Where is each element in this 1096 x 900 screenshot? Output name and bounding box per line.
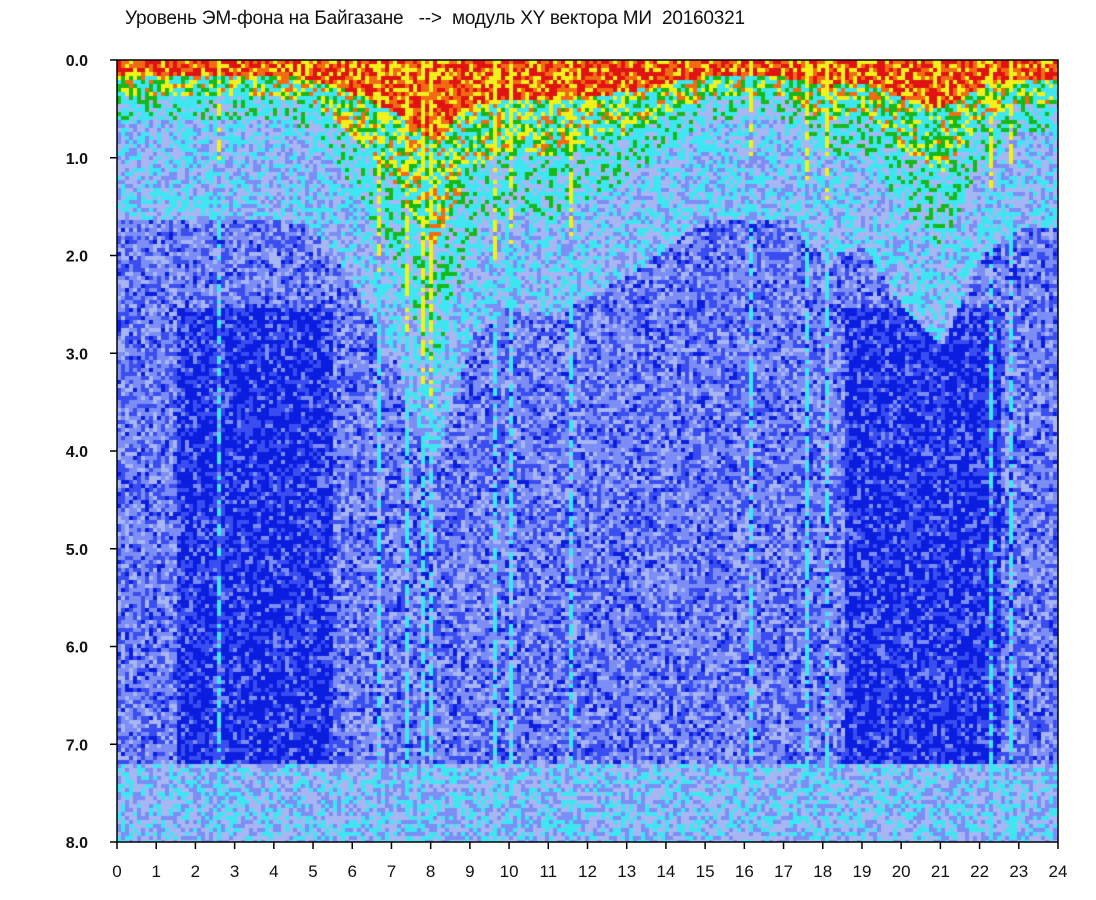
x-tick-label: 10	[500, 862, 519, 881]
y-tick-label: 5.0	[66, 542, 88, 559]
x-axis: 0 1 2 3 4 5 6 7 8 9 10 11 12 13 14 15 16 17 18 19 20 21 22 23 24	[112, 842, 1067, 881]
x-tick-label: 1	[151, 862, 160, 881]
x-tick-label: 3	[230, 862, 239, 881]
x-tick-label: 18	[813, 862, 832, 881]
x-tick-label: 13	[617, 862, 636, 881]
x-tick-label: 8	[426, 862, 435, 881]
y-tick-label: 8.0	[66, 835, 88, 852]
heatmap-image	[117, 60, 1058, 842]
x-tick-label: 24	[1049, 862, 1068, 881]
x-tick-label: 2	[191, 862, 200, 881]
chart-title: Уровень ЭМ-фона на Байгазане --> модуль …	[125, 8, 745, 29]
x-tick-label: 19	[852, 862, 871, 881]
x-tick-label: 16	[735, 862, 754, 881]
y-axis: 0.0 1.0 2.0 3.0 4.0 5.0 6.0 7.0 8.0	[66, 53, 117, 852]
y-tick-label: 1.0	[66, 151, 88, 168]
x-tick-label: 4	[269, 862, 278, 881]
x-tick-label: 11	[539, 862, 557, 881]
x-tick-label: 20	[892, 862, 911, 881]
x-tick-label: 21	[931, 862, 950, 881]
x-tick-label: 6	[348, 862, 357, 881]
x-tick-label: 5	[308, 862, 317, 881]
x-tick-label: 7	[387, 862, 396, 881]
x-tick-label: 14	[656, 862, 675, 881]
x-tick-label: 9	[465, 862, 474, 881]
x-tick-label: 0	[112, 862, 121, 881]
y-tick-label: 6.0	[66, 640, 88, 657]
heatmap-cells	[117, 60, 1058, 842]
y-tick-label: 4.0	[66, 444, 88, 461]
x-tick-label: 22	[970, 862, 989, 881]
y-tick-label: 0.0	[66, 53, 88, 70]
x-tick-label: 23	[1009, 862, 1028, 881]
y-tick-label: 3.0	[66, 346, 88, 363]
x-tick-label: 12	[578, 862, 597, 881]
y-tick-label: 7.0	[66, 737, 88, 754]
x-tick-label: 17	[774, 862, 793, 881]
x-tick-label: 15	[696, 862, 715, 881]
y-tick-label: 2.0	[66, 249, 88, 266]
